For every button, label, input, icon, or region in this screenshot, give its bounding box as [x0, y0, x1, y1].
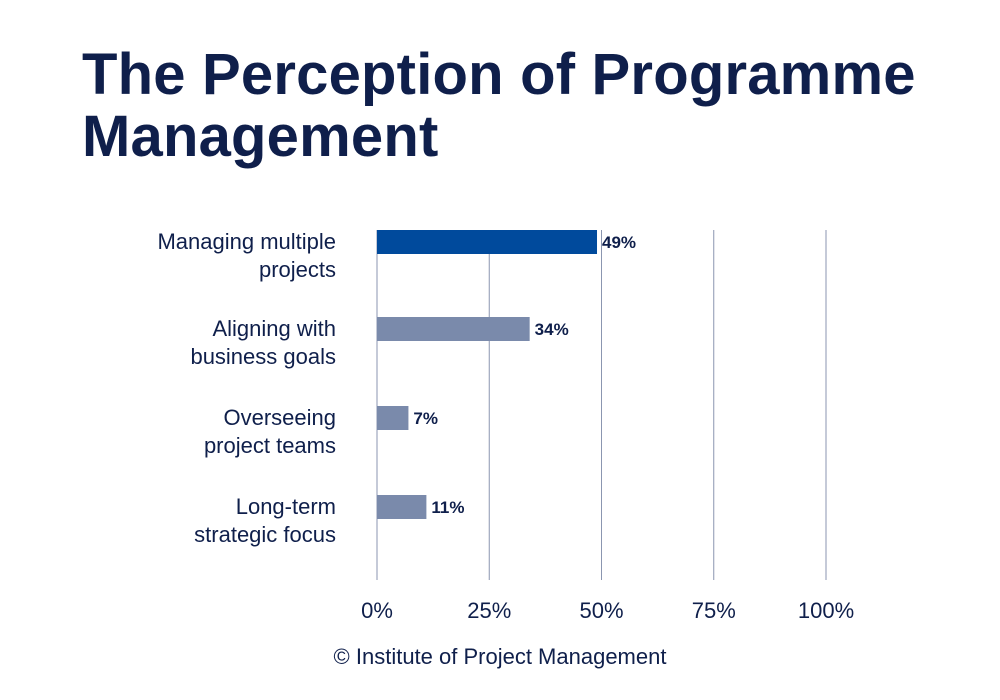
copyright-footer: © Institute of Project Management — [333, 644, 667, 669]
chart-title: The Perception of Programme Management — [82, 42, 916, 169]
category-label: Overseeing project teams — [204, 405, 336, 458]
category-label: Managing multiple projects — [157, 229, 336, 282]
x-tick-label: 75% — [692, 598, 736, 623]
labels: 0% 25% 50% 75% 100% 49% Managing multiple proje… — [157, 229, 854, 623]
category-label: Aligning with business goals — [190, 316, 336, 369]
value-label: 11% — [431, 498, 464, 517]
bar-3 — [377, 406, 409, 430]
x-tick-label: 0% — [361, 598, 393, 623]
bar-1 — [377, 230, 598, 254]
x-tick-label: 50% — [579, 598, 623, 623]
value-label: 7% — [413, 409, 438, 428]
value-label: 34% — [535, 320, 569, 339]
grid-lines — [376, 230, 827, 580]
bars — [377, 230, 598, 519]
bar-2 — [377, 317, 530, 341]
bar-4 — [377, 495, 427, 519]
x-tick-label: 100% — [798, 598, 854, 623]
value-label: 49% — [602, 233, 636, 252]
x-tick-label: 25% — [467, 598, 511, 623]
category-label: Long-term strategic focus — [194, 494, 336, 547]
